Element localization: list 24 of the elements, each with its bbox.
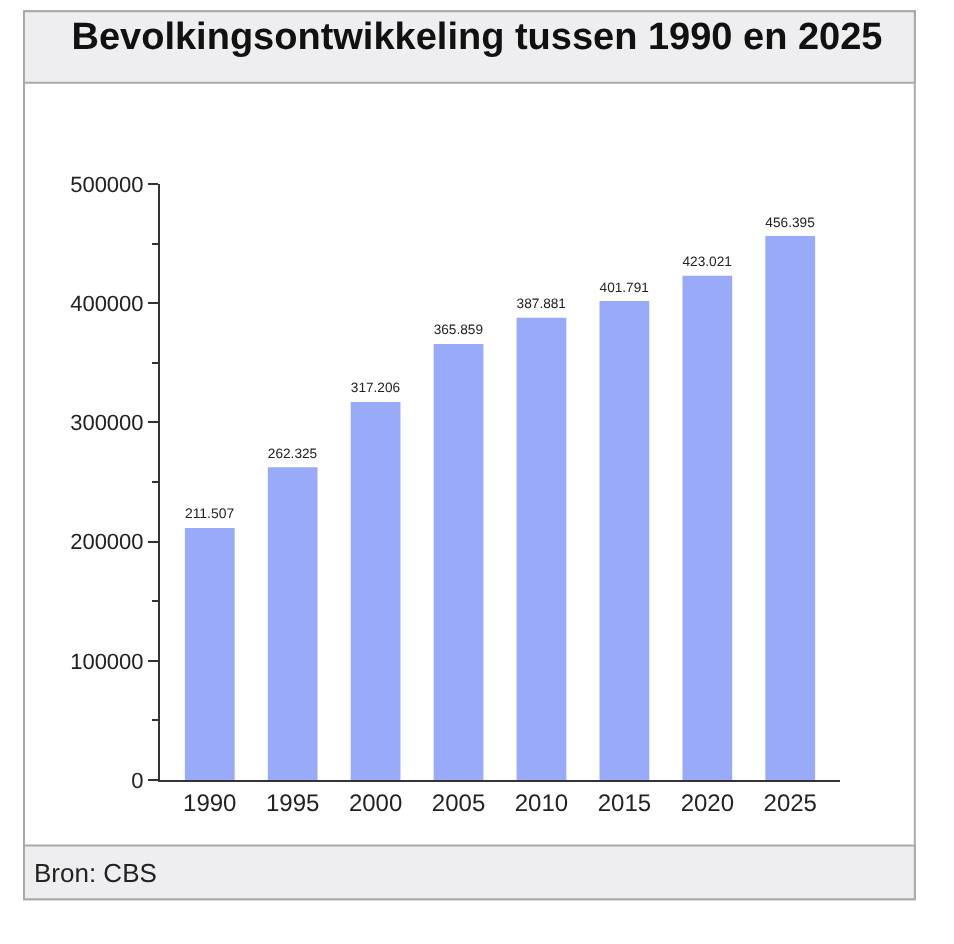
x-tick-label: 2010 xyxy=(514,788,569,817)
x-tick-label: 1990 xyxy=(183,788,238,817)
bar xyxy=(599,301,650,780)
bar xyxy=(765,235,816,780)
y-tick-label: 100000 xyxy=(70,650,144,675)
x-tick-label: 2005 xyxy=(431,788,486,817)
x-tick-label: 2015 xyxy=(597,788,652,817)
y-tick-label: 300000 xyxy=(70,412,144,437)
y-tick-label: 200000 xyxy=(70,531,144,556)
bar xyxy=(267,467,318,780)
x-tick-label: 2000 xyxy=(348,788,403,817)
bar xyxy=(184,527,235,780)
x-tick-label: 2020 xyxy=(680,788,735,817)
bar xyxy=(682,275,733,780)
text: Bron: CBS xyxy=(34,858,158,888)
chart-title: Bevolkingsontwikkeling tussen 1990 en 2025 xyxy=(71,17,884,60)
bar xyxy=(516,317,567,780)
y-tick-label: 0 xyxy=(131,769,144,794)
y-tick-label: 400000 xyxy=(70,292,144,317)
x-tick-label: 1995 xyxy=(265,788,321,817)
x-tick-label: 2025 xyxy=(763,788,818,817)
bar xyxy=(433,343,484,780)
y-tick-label: 500000 xyxy=(70,173,144,198)
bar xyxy=(350,401,401,780)
